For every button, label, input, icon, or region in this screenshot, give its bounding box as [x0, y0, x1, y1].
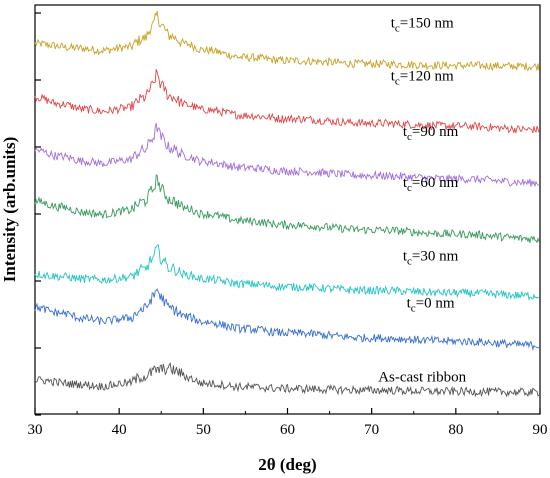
series-label-rest: =60 nm	[412, 175, 459, 191]
y-axis-title: Intensity (arb.units)	[0, 137, 19, 282]
x-tick-label: 70	[364, 422, 379, 438]
x-tick-label: 80	[448, 422, 463, 438]
series-label-main: As-cast ribbon	[378, 369, 466, 385]
series-line	[34, 243, 540, 301]
series-label-sub: c	[407, 131, 412, 143]
x-tick-label: 30	[28, 422, 43, 438]
x-axis-title: 2θ (deg)	[258, 455, 316, 474]
x-tick-label: 40	[112, 422, 127, 438]
series-label: tc=0 nm	[407, 296, 455, 315]
series-label-sub: c	[395, 76, 400, 88]
y-axis-ticks	[35, 12, 41, 416]
series-label-main: t	[403, 175, 408, 191]
x-tick-label: 90	[533, 422, 548, 438]
series-line	[34, 174, 540, 244]
x-axis-ticks: 30 40 50 60 70 80 90	[28, 408, 548, 438]
series-label-rest: =90 nm	[412, 124, 459, 140]
series-line	[34, 288, 540, 351]
series-line	[34, 362, 540, 398]
x-tick-label: 60	[280, 422, 295, 438]
series-label-rest: =150 nm	[400, 15, 454, 31]
series-label-main: t	[403, 249, 408, 265]
series-lines	[34, 10, 540, 398]
series-label-sub: c	[395, 22, 400, 34]
series-label-rest: =30 nm	[412, 249, 459, 265]
series-label-main: t	[391, 15, 396, 31]
series-label-rest: =0 nm	[416, 296, 455, 312]
series-line	[34, 122, 540, 187]
series-line	[34, 10, 540, 72]
series-label: tc=90 nm	[403, 124, 459, 143]
series-label-sub: c	[407, 182, 412, 194]
series-label-main: t	[391, 69, 396, 85]
series-label: tc=150 nm	[391, 15, 454, 34]
series-label: tc=120 nm	[391, 69, 454, 88]
series-label-rest: =120 nm	[400, 69, 454, 85]
series-label-main: t	[403, 124, 408, 140]
series-label: As-cast ribbon	[378, 369, 466, 385]
series-label-sub: c	[407, 256, 412, 268]
x-tick-label: 50	[196, 422, 211, 438]
series-label: tc=60 nm	[403, 175, 459, 194]
series-label-main: t	[407, 296, 412, 312]
series-label: tc=30 nm	[403, 249, 459, 268]
series-line	[34, 69, 540, 134]
series-label-sub: c	[411, 303, 416, 315]
